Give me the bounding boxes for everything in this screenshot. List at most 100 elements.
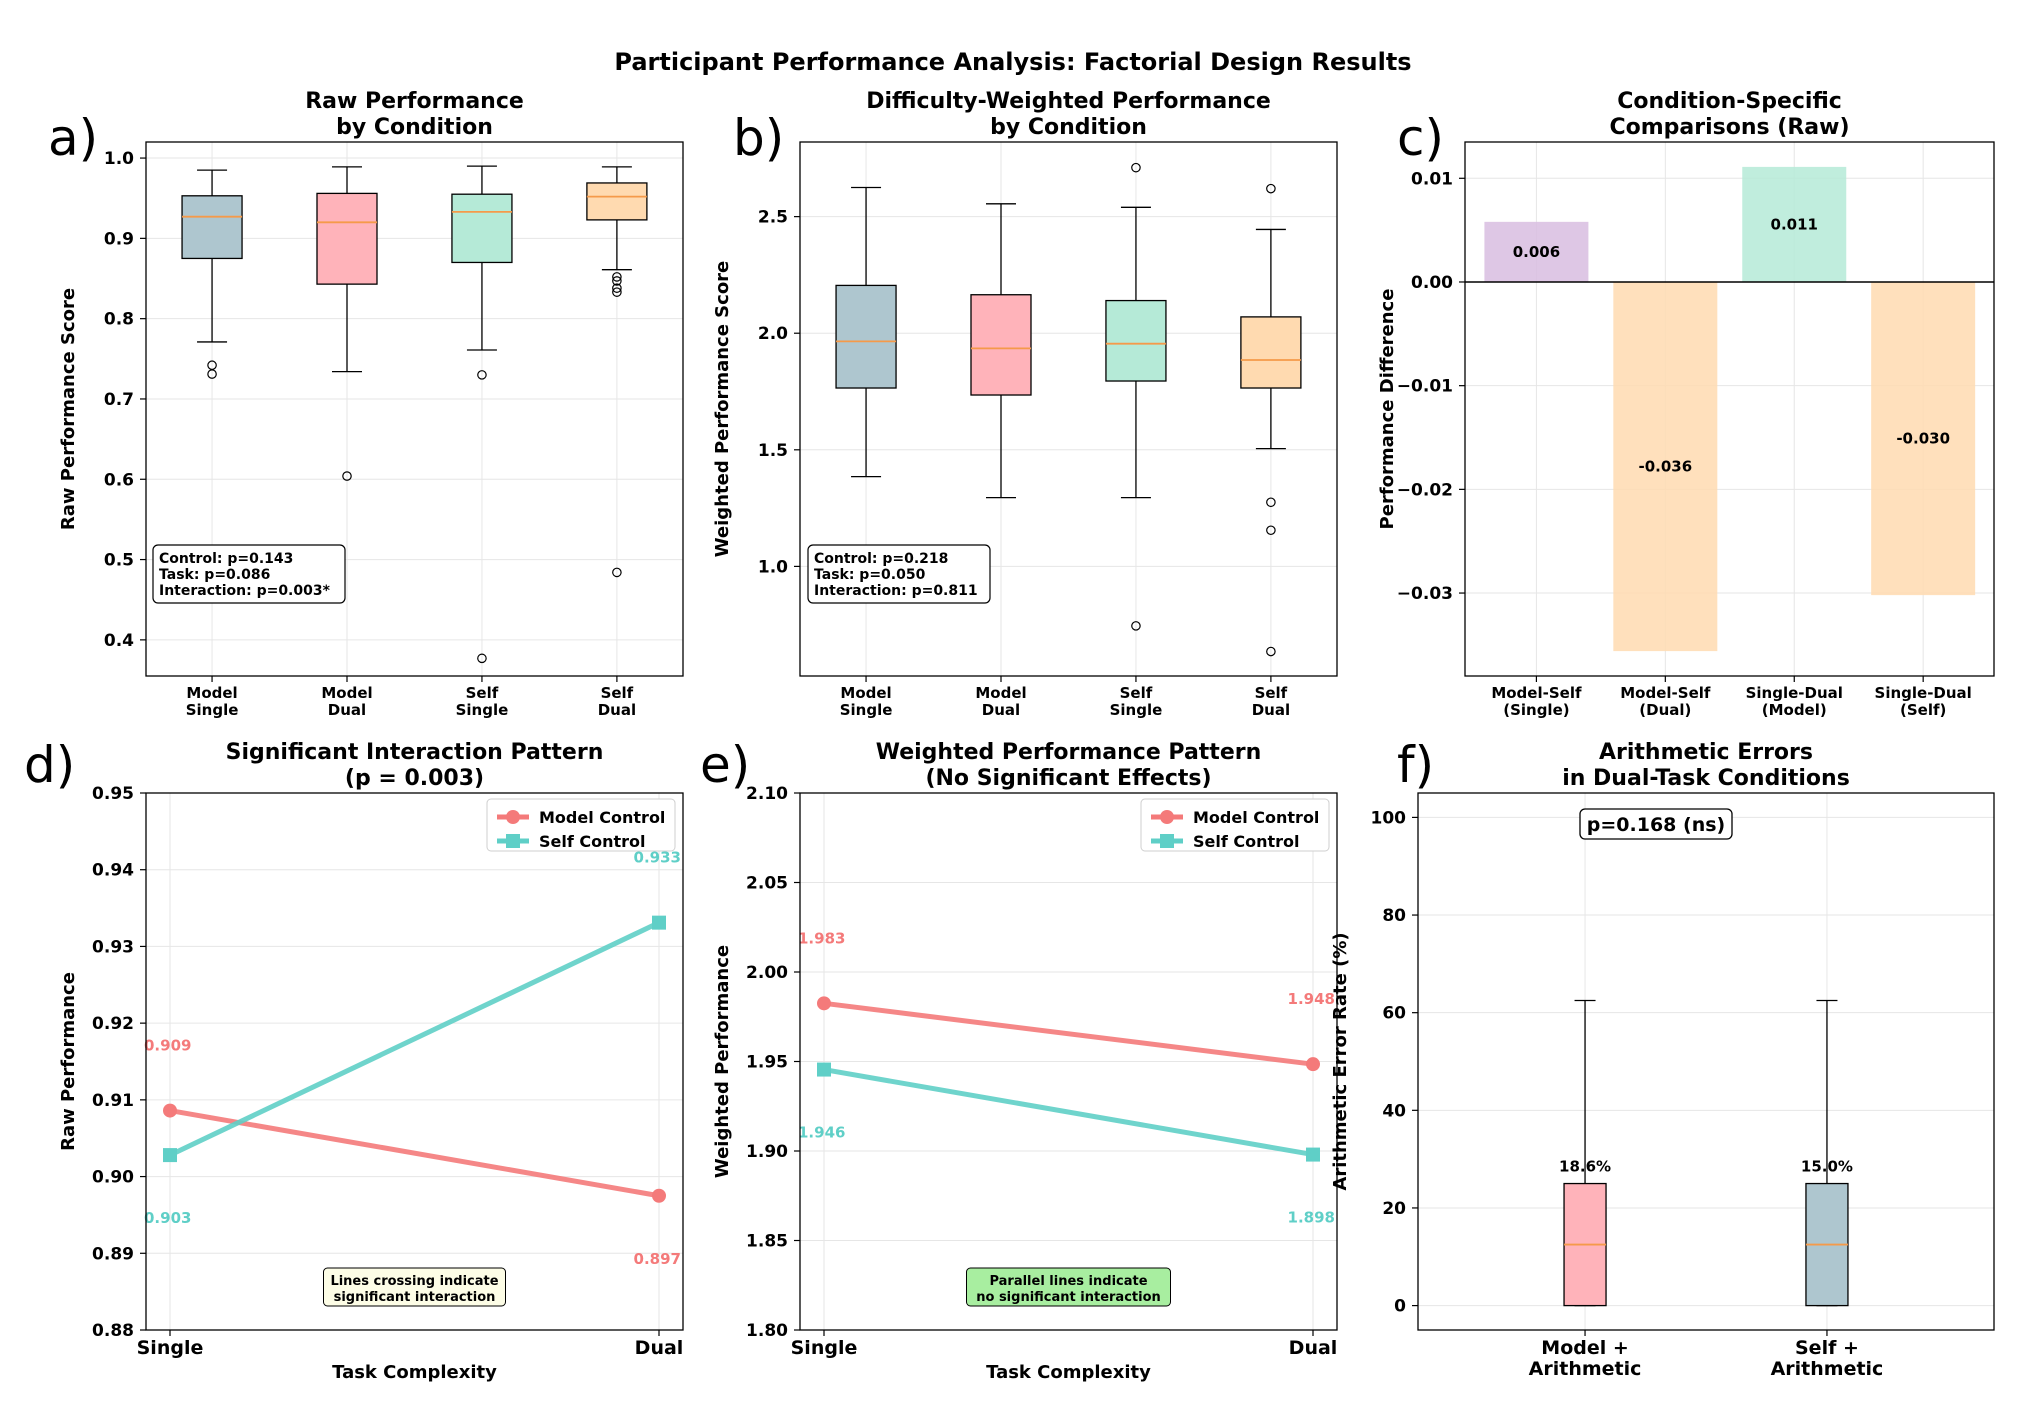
panel-c-bar-value: 0.011 xyxy=(1771,215,1818,233)
panel-f-ytick-label: 80 xyxy=(1382,906,1406,926)
panel-e-data-label: 1.898 xyxy=(1288,1209,1335,1227)
panel-f-title-line1: Arithmetic Errors xyxy=(1599,740,1813,765)
panel-c-bar xyxy=(1613,281,1718,652)
panel-c-xtick-label-line2: (Self) xyxy=(1900,701,1946,719)
panel-f-title-line2: in Dual-Task Conditions xyxy=(1562,766,1850,791)
panel-b-stats-text: Interaction: p=0.811 xyxy=(814,583,978,599)
panel-b-stats-text: Task: p=0.050 xyxy=(814,567,926,583)
panel-b-outlier xyxy=(1266,183,1276,194)
panel-d-data-label: 0.897 xyxy=(634,1250,681,1268)
panel-c-bar xyxy=(1871,281,1976,596)
panel-d-ytick-label: 0.95 xyxy=(92,784,134,804)
panel-d-label: d) xyxy=(24,736,75,794)
panel-d-ytick-label: 0.88 xyxy=(92,1321,134,1341)
panel-a-stats-box xyxy=(152,544,346,604)
panel-e-title-line1: Weighted Performance Pattern xyxy=(876,740,1262,765)
panel-a-title-line2: by Condition xyxy=(336,115,493,140)
panel-e-legend-marker xyxy=(1160,810,1174,824)
panel-f-ylabel: Arithmetic Error Rate (%) xyxy=(1330,932,1351,1190)
panel-c-ytick-label: −0.03 xyxy=(1397,584,1453,604)
panel-d-xlabel: Task Complexity xyxy=(332,1362,497,1383)
panel-d-note-line2: significant interaction xyxy=(334,1290,496,1305)
panel-d-series-line-model xyxy=(167,1108,662,1199)
panel-b-xtick-label-line2: Single xyxy=(840,701,893,719)
panel-b-axes-frame xyxy=(799,141,1338,677)
panel-d-axes-frame xyxy=(145,792,684,1331)
panel-f-ytick-label: 100 xyxy=(1371,808,1407,828)
panel-c-xtick-label-line2: (Single) xyxy=(1503,701,1569,719)
panel-d-ytick-label: 0.89 xyxy=(92,1244,134,1264)
panel-d-point xyxy=(163,1148,177,1163)
panel-d-point xyxy=(652,915,666,930)
panel-e-ytick-label: 1.85 xyxy=(746,1232,788,1252)
panel-d-ytick-label: 0.91 xyxy=(92,1091,134,1111)
panel-f-xtick-label-line2: Arithmetic xyxy=(1529,1358,1642,1380)
panel-b-xtick-label-line1: Self xyxy=(1255,684,1288,702)
panel-b-stats-text: Control: p=0.218 xyxy=(814,551,948,567)
panel-b-box xyxy=(835,284,897,389)
panel-f-mean-label: 18.6% xyxy=(1559,1158,1611,1176)
panel-a-outlier xyxy=(612,283,622,293)
panel-e-xtick-label: Single xyxy=(791,1337,858,1359)
panel-c-label: c) xyxy=(1397,109,1444,167)
panel-d-ytick-label: 0.90 xyxy=(92,1168,134,1188)
panel-a-ytick-label: 0.8 xyxy=(104,310,134,330)
panel-f-mean-label: 15.0% xyxy=(1801,1158,1853,1176)
panel-e-series-line-model xyxy=(821,1000,1316,1067)
panel-a-ytick-label: 0.5 xyxy=(104,551,134,571)
panel-d-legend xyxy=(486,798,676,852)
panel-d-ytick-label: 0.94 xyxy=(92,861,134,881)
panel-a-outlier xyxy=(477,370,487,380)
panel-e-ytick-label: 1.95 xyxy=(746,1053,788,1073)
panel-f-xtick-label-line2: Arithmetic xyxy=(1771,1358,1884,1380)
panel-b-outlier xyxy=(1266,497,1276,508)
panel-f-ytick-label: 40 xyxy=(1382,1101,1406,1121)
panel-c-ylabel: Performance Difference xyxy=(1377,289,1398,530)
panel-c-xtick-label-line1: Single-Dual xyxy=(1746,684,1843,702)
panel-e-axes-frame xyxy=(799,792,1338,1331)
panel-c-axes-frame xyxy=(1464,141,1995,677)
panel-e-series-line-self xyxy=(821,1067,1316,1158)
panel-a-xtick-label-line1: Self xyxy=(601,684,634,702)
panel-a-xtick-label-line1: Self xyxy=(466,684,499,702)
panel-c-title-line2: Comparisons (Raw) xyxy=(1609,115,1849,140)
panel-d-legend-marker xyxy=(506,810,520,824)
panel-d-ylabel: Raw Performance xyxy=(58,972,79,1151)
panel-a-outlier xyxy=(477,653,487,664)
panel-b-ytick-label: 1.5 xyxy=(758,441,788,461)
panel-d-ytick-label: 0.92 xyxy=(92,1014,134,1034)
panel-f-ytick-label: 0 xyxy=(1394,1297,1406,1317)
panel-e-note-line2: no significant interaction xyxy=(976,1290,1161,1305)
panel-d-note-line1: Lines crossing indicate xyxy=(330,1274,498,1289)
panel-d-data-label: 0.909 xyxy=(144,1037,191,1055)
panel-a-stats-text: Interaction: p=0.003* xyxy=(159,583,331,599)
panel-e-point xyxy=(817,996,831,1011)
panel-b-ytick-label: 2.0 xyxy=(758,324,788,344)
panel-c-ytick-label: 0.01 xyxy=(1411,169,1453,189)
panel-b-title-line2: by Condition xyxy=(990,115,1147,140)
panel-a-stats-text: Task: p=0.086 xyxy=(159,567,270,583)
panel-e-ytick-label: 2.00 xyxy=(746,963,788,983)
panel-a-xtick-label-line2: Single xyxy=(456,701,509,719)
panel-c-xtick-label-line2: (Model) xyxy=(1762,701,1827,719)
panel-b-outlier xyxy=(1131,621,1141,631)
panel-f-label: f) xyxy=(1397,736,1434,794)
panel-d-ytick-label: 0.93 xyxy=(92,937,134,957)
panel-e-ytick-label: 1.90 xyxy=(746,1142,788,1162)
panel-e-point xyxy=(817,1062,831,1077)
panel-d-note-box xyxy=(323,1267,506,1307)
panel-e-ylabel: Weighted Performance xyxy=(712,945,733,1178)
panel-d-legend-marker xyxy=(506,834,520,848)
panel-e-note-box xyxy=(966,1267,1171,1307)
figure-suptitle: Participant Performance Analysis: Factor… xyxy=(614,48,1411,76)
panel-c-ytick-label: 0.00 xyxy=(1411,273,1453,293)
panel-b-xtick-label-line1: Model xyxy=(975,684,1026,702)
panel-a-title-line1: Raw Performance xyxy=(305,89,524,114)
panel-b-outlier xyxy=(1266,646,1276,657)
panel-c-ytick-label: −0.01 xyxy=(1397,377,1453,397)
panel-e-ytick-label: 2.10 xyxy=(746,784,788,804)
panel-d-legend-label: Self Control xyxy=(539,832,646,851)
panel-d-legend-label: Model Control xyxy=(539,808,665,827)
panel-e-xlabel: Task Complexity xyxy=(986,1362,1151,1383)
panel-f-ytick-label: 20 xyxy=(1382,1199,1406,1219)
